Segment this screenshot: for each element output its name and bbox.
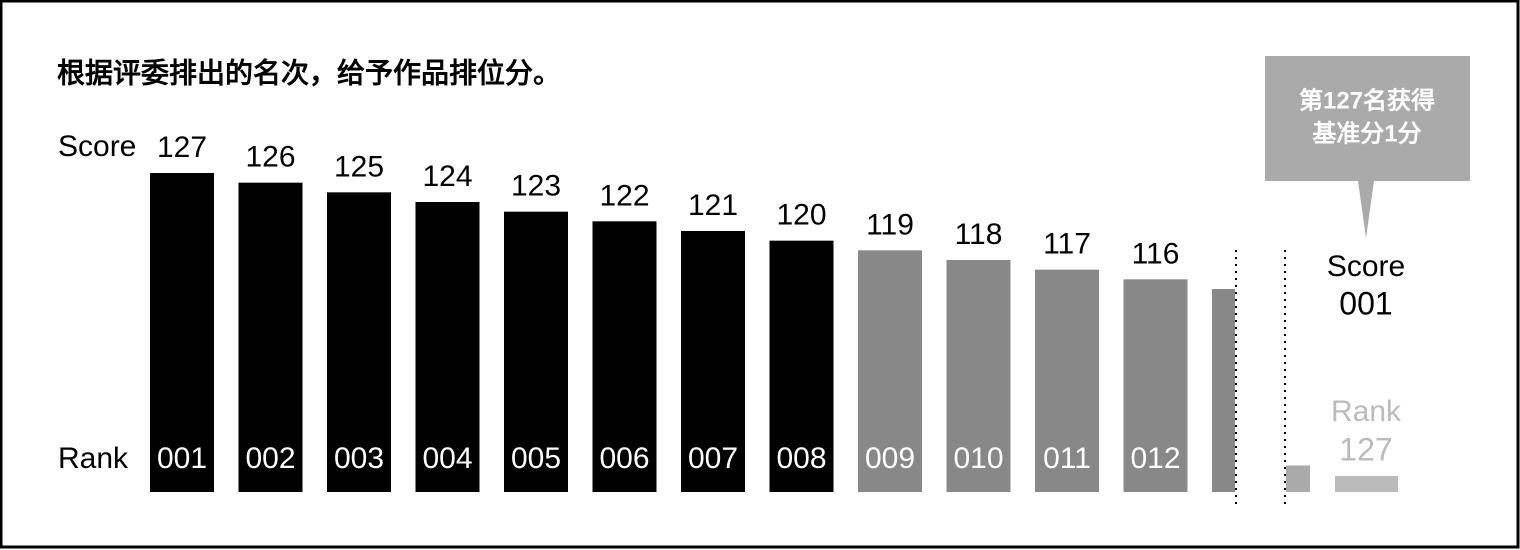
- value-label: 122: [599, 179, 649, 212]
- x-tick-label: 007: [688, 442, 738, 475]
- x-tick-label: 010: [953, 442, 1003, 475]
- bar: [1286, 465, 1310, 492]
- last-y-label: Score: [1327, 250, 1405, 283]
- bar: [592, 221, 657, 493]
- value-label: 125: [334, 150, 384, 183]
- x-label: Rank: [58, 442, 129, 475]
- bar: [1035, 269, 1099, 492]
- title: 根据评委排出的名次，给予作品排位分。: [57, 56, 561, 88]
- bar: [1212, 289, 1235, 492]
- bar: [150, 173, 214, 492]
- x-tick-label: 002: [245, 442, 295, 475]
- value-label: 116: [1132, 237, 1180, 270]
- bar: [946, 260, 1011, 492]
- legend-swatch: [1335, 476, 1398, 492]
- value-label: 121: [688, 189, 738, 222]
- x-tick-label: 012: [1130, 442, 1180, 475]
- value-label: 124: [422, 160, 472, 193]
- x-tick-label: 011: [1043, 442, 1091, 475]
- y-label: Score: [58, 130, 136, 163]
- x-tick-label: 006: [599, 442, 649, 475]
- value-label: 127: [157, 131, 207, 164]
- bar: [1123, 279, 1188, 492]
- bar: [415, 202, 480, 492]
- x-tick-label: 001: [157, 442, 207, 475]
- x-tick-label: 008: [776, 442, 826, 475]
- callout: [1265, 56, 1470, 238]
- x-tick-label: 009: [865, 442, 915, 475]
- value-label: 120: [776, 199, 826, 232]
- last-value-label: 001: [1339, 285, 1392, 321]
- value-label: 117: [1043, 228, 1091, 261]
- bar: [858, 250, 922, 492]
- bar: [327, 192, 391, 493]
- value-label: 118: [955, 218, 1003, 251]
- x-tick-label: 004: [422, 442, 472, 475]
- bar: [681, 231, 745, 492]
- value-label: 126: [245, 141, 295, 174]
- bar: [504, 211, 568, 492]
- value-label: 123: [511, 170, 561, 203]
- x-tick-label: 003: [334, 442, 384, 475]
- bar: [769, 240, 834, 492]
- last-x-label: Rank: [1331, 395, 1402, 428]
- callout-text: 第127名获得: [1299, 86, 1435, 114]
- callout-text: 基准分1分: [1312, 120, 1421, 147]
- value-label: 119: [866, 208, 914, 241]
- x-tick-label: 005: [511, 442, 561, 475]
- bar: [238, 182, 303, 492]
- last-category: 127: [1339, 431, 1392, 467]
